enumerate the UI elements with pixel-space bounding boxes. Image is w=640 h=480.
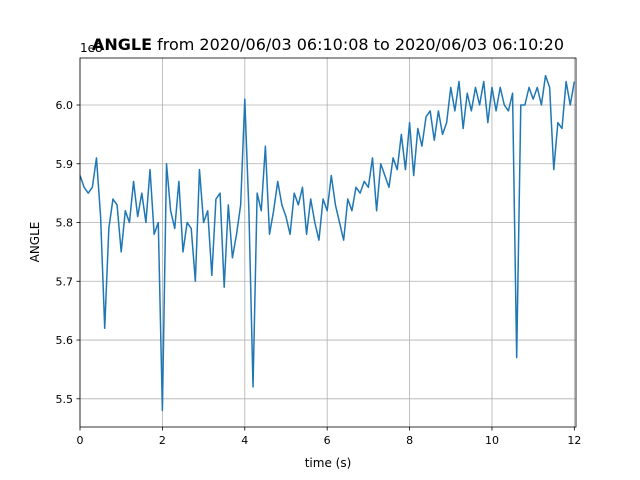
x-tick-label: 2 [159,434,166,447]
line-series [79,74,576,412]
x-tick-label: 8 [406,434,413,447]
grid [79,58,576,427]
x-tick-label: 6 [324,434,331,447]
offset-label: 1e8 [80,41,103,55]
title-rest: from 2020/06/03 06:10:08 to 2020/06/03 0… [157,35,564,54]
y-tick-label: 5.8 [56,217,74,230]
y-tick-label: 5.6 [56,334,74,347]
axes-frame [79,57,577,428]
chart-title: ANGLE from 2020/06/03 06:10:08 to 2020/0… [92,35,564,54]
plot [79,74,576,412]
title-bold: ANGLE [92,35,152,54]
x-tick-label: 10 [485,434,499,447]
x-tick-label: 12 [567,434,581,447]
y-tick-label: 5.5 [56,393,74,406]
y-tick-label: 5.9 [56,158,74,171]
x-tick-label: 0 [77,434,84,447]
y-tick-label: 5.7 [56,275,74,288]
y-axis-label: ANGLE [28,222,42,263]
y-tick-label: 6.0 [56,99,74,112]
x-tick-label: 4 [241,434,248,447]
x-axis-label: time (s) [305,456,352,470]
